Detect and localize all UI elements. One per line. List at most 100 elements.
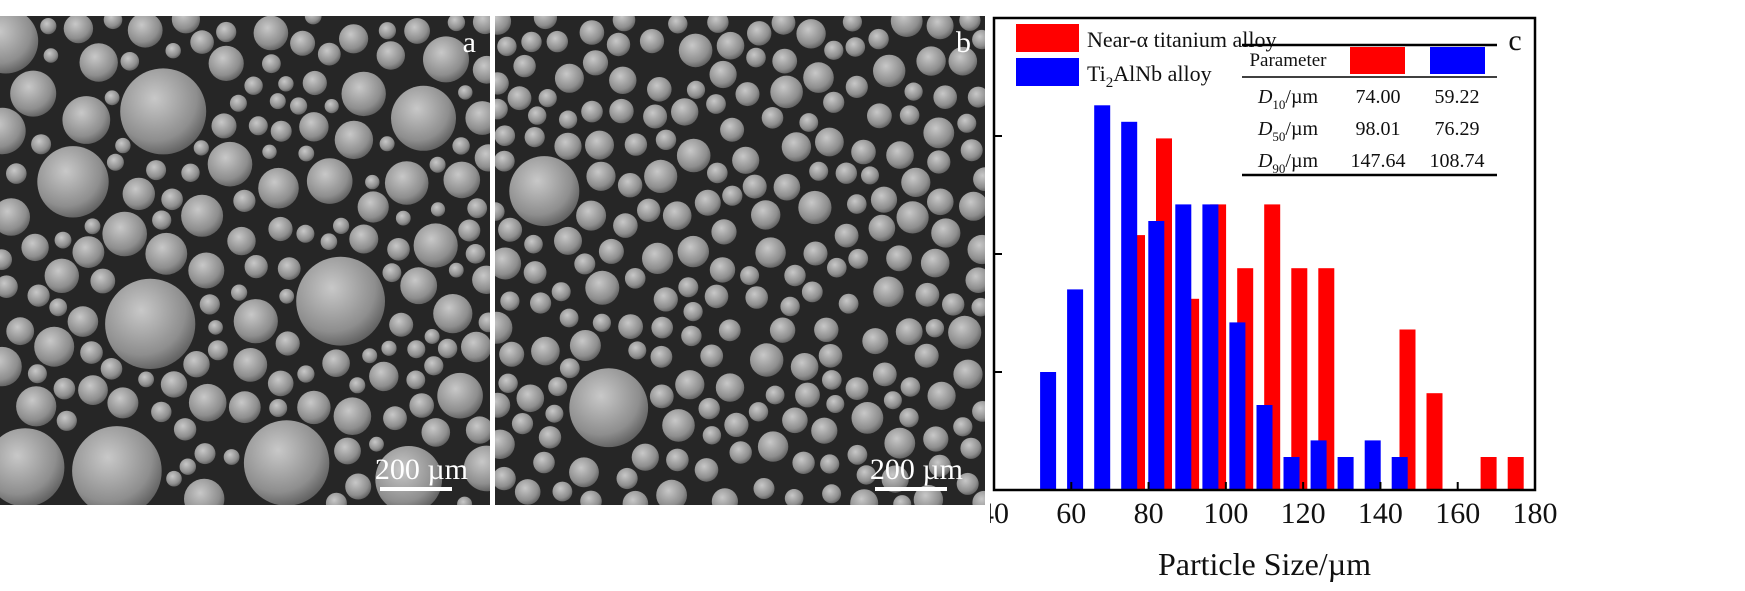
powder-particle	[826, 395, 845, 413]
powder-particle	[324, 99, 339, 114]
powder-particle	[868, 28, 889, 50]
powder-particle	[404, 18, 430, 44]
powder-particle	[207, 340, 228, 361]
powder-particle	[127, 16, 163, 48]
powder-particle	[181, 194, 224, 237]
table-cell-red: 147.64	[1351, 150, 1406, 172]
powder-particle	[138, 371, 155, 388]
powder-particle	[423, 36, 469, 83]
powder-particle	[524, 234, 543, 254]
powder-particle	[773, 173, 801, 201]
powder-particle	[702, 426, 722, 445]
powder-particle	[598, 238, 624, 264]
bar-near-alpha	[1426, 393, 1443, 490]
powder-particle	[676, 138, 711, 173]
powder-particle	[845, 37, 866, 57]
particle-field-a	[0, 16, 490, 505]
powder-particle	[751, 200, 781, 230]
powder-particle	[278, 76, 294, 92]
x-tick-label: 80	[1134, 497, 1164, 530]
powder-particle	[967, 86, 985, 108]
powder-particle	[16, 386, 57, 427]
powder-particle	[115, 137, 131, 154]
powder-particle	[698, 397, 720, 420]
powder-particle	[62, 96, 111, 144]
powder-particle	[822, 484, 842, 504]
powder-particle	[339, 24, 369, 54]
powder-particle	[666, 448, 689, 472]
powder-particle	[248, 116, 268, 136]
powder-particle	[642, 242, 674, 274]
powder-particle	[211, 113, 237, 139]
powder-particle	[467, 198, 488, 219]
powder-particle	[151, 401, 172, 423]
powder-particle	[0, 275, 18, 298]
powder-particle	[533, 451, 555, 474]
powder-particle	[395, 210, 411, 226]
powder-particle	[861, 166, 879, 185]
powder-particle	[437, 338, 458, 359]
powder-particle	[606, 32, 631, 57]
powder-particle	[107, 387, 139, 419]
powder-particle	[376, 41, 405, 70]
powder-particle	[803, 241, 828, 266]
powder-particle	[973, 167, 985, 192]
powder-particle	[845, 75, 868, 98]
powder-particle	[270, 120, 292, 142]
powder-particle	[957, 113, 977, 133]
powder-particle	[379, 136, 395, 152]
powder-particle	[333, 397, 372, 436]
powder-particle	[207, 141, 253, 187]
powder-particle	[152, 210, 172, 230]
powder-particle	[194, 443, 216, 465]
powder-particle	[524, 127, 545, 148]
powder-particle	[171, 16, 200, 34]
powder-particle	[297, 365, 315, 383]
powder-particle	[706, 94, 726, 114]
powder-particle	[613, 213, 638, 238]
powder-particle	[104, 90, 120, 106]
powder-particle	[495, 466, 516, 491]
legend-label: Ti2AlNb alloy	[1087, 61, 1212, 91]
powder-particle	[886, 245, 912, 272]
powder-particle	[886, 141, 914, 169]
powder-particle	[545, 404, 564, 423]
powder-particle	[873, 276, 904, 307]
powder-particle	[433, 294, 473, 334]
powder-particle	[592, 313, 611, 332]
powder-particle	[437, 372, 483, 419]
powder-particle	[409, 393, 435, 418]
table-row-label: D10/µm	[1257, 86, 1319, 112]
powder-particle	[948, 46, 978, 76]
powder-particle	[448, 262, 464, 278]
powder-particle	[914, 343, 939, 368]
powder-particle	[681, 325, 702, 347]
powder-particle	[554, 226, 582, 255]
powder-particle	[0, 16, 39, 74]
powder-particle	[554, 132, 582, 160]
powder-particle	[500, 291, 520, 311]
powder-particle	[784, 264, 806, 287]
powder-particle	[452, 137, 470, 155]
powder-particle	[495, 125, 516, 146]
powder-particle	[443, 161, 481, 199]
powder-particle	[569, 368, 649, 448]
powder-particle	[960, 139, 983, 162]
powder-particle	[927, 381, 956, 410]
powder-particle	[472, 16, 490, 35]
powder-particle	[523, 261, 547, 284]
powder-particle	[262, 144, 277, 159]
powder-particle	[965, 267, 985, 293]
powder-particle	[317, 42, 341, 66]
powder-particle	[495, 150, 515, 172]
powder-particle	[662, 409, 695, 442]
powder-particle	[6, 317, 35, 346]
powder-particle	[67, 306, 99, 337]
powder-particle	[720, 117, 745, 142]
table-header-blue-swatch	[1430, 47, 1485, 74]
powder-particle	[953, 359, 983, 389]
bar-ti2alnb	[1283, 457, 1300, 490]
scale-bar-a	[380, 487, 452, 491]
powder-particle	[102, 211, 147, 257]
x-axis-title: Particle Size/µm	[1158, 546, 1371, 582]
